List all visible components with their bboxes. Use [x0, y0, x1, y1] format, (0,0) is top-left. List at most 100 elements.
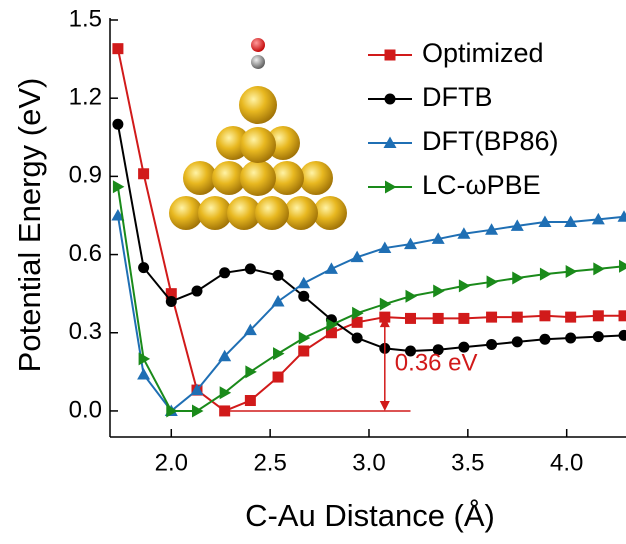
data-point	[298, 331, 311, 345]
data-point	[165, 288, 177, 300]
data-point	[618, 329, 626, 341]
series-line	[116, 48, 625, 413]
data-point	[538, 215, 552, 227]
legend-label: DFT(BP86)	[422, 126, 559, 156]
data-point	[137, 367, 151, 380]
y-tick-label: 1.5	[69, 5, 102, 32]
data-point	[379, 297, 392, 311]
data-point	[191, 404, 204, 418]
data-point	[219, 267, 231, 279]
y-tick-label: 0.6	[69, 240, 102, 267]
x-axis-title: C-Au Distance (Å)	[245, 498, 495, 533]
x-tick-label: 4.0	[550, 449, 583, 476]
data-point	[405, 289, 418, 303]
data-point	[244, 263, 256, 275]
legend-label: Optimized	[422, 38, 544, 68]
data-point	[111, 208, 125, 221]
data-point	[191, 285, 203, 297]
data-point	[405, 312, 417, 324]
y-tick-label: 0.0	[69, 396, 102, 423]
arrow-head	[379, 400, 390, 411]
data-point	[138, 352, 151, 366]
legend-label: DFTB	[422, 82, 493, 112]
data-point	[326, 318, 338, 332]
data-point	[138, 262, 150, 274]
x-tick-label: 2.5	[253, 449, 286, 476]
data-point	[352, 306, 364, 320]
data-point	[298, 345, 310, 357]
data-point	[351, 332, 363, 344]
x-tick-label: 3.0	[352, 449, 385, 476]
data-point	[112, 180, 125, 194]
y-tick-label: 0.3	[69, 318, 102, 345]
data-point	[297, 276, 311, 289]
data-point	[350, 250, 364, 263]
y-tick-label: 1.2	[69, 84, 102, 111]
data-point	[512, 271, 524, 285]
data-point	[539, 310, 551, 322]
data-point	[166, 404, 178, 418]
legend-label: LC-ωPBE	[422, 170, 541, 200]
data-point	[273, 347, 285, 361]
data-point	[219, 386, 232, 400]
data-point	[592, 331, 604, 343]
legend-marker	[384, 93, 396, 105]
data-point	[458, 312, 470, 324]
data-point	[565, 332, 577, 344]
data-point	[486, 275, 499, 289]
data-point	[486, 338, 498, 350]
data-point	[539, 333, 551, 345]
data-point	[458, 279, 471, 293]
legend-marker	[384, 49, 396, 61]
data-point	[165, 295, 177, 307]
data-point	[619, 259, 626, 273]
data-point	[112, 118, 124, 130]
data-point	[218, 349, 232, 362]
data-point	[511, 336, 523, 348]
series-line	[116, 215, 625, 413]
data-point	[272, 371, 284, 383]
data-point	[138, 168, 150, 180]
y-tick-label: 0.9	[69, 162, 102, 189]
data-point	[351, 316, 363, 328]
x-tick-label: 2.0	[155, 449, 188, 476]
data-point	[458, 341, 470, 353]
data-point	[378, 241, 392, 254]
molecule-illustration	[169, 38, 347, 230]
data-point	[564, 215, 578, 227]
data-point	[432, 312, 444, 324]
data-point	[298, 290, 310, 302]
data-point	[244, 395, 256, 407]
annotation-label: 0.36 eV	[395, 349, 478, 376]
data-point	[457, 227, 471, 239]
data-point	[565, 265, 578, 279]
data-point	[591, 212, 605, 225]
data-point	[325, 327, 337, 339]
data-point	[404, 237, 418, 250]
legend-marker	[385, 180, 397, 194]
data-point	[511, 311, 523, 323]
x-tick-label: 3.5	[451, 449, 484, 476]
data-point	[618, 310, 626, 322]
data-point	[272, 269, 284, 281]
data-point	[405, 345, 417, 357]
data-point	[539, 267, 552, 281]
data-point	[510, 219, 524, 231]
data-point	[593, 262, 605, 276]
data-point	[565, 311, 577, 323]
data-point	[486, 311, 498, 323]
data-point	[245, 365, 257, 379]
data-point	[433, 284, 445, 298]
data-point	[324, 262, 338, 274]
data-point	[243, 323, 257, 336]
data-point	[112, 43, 124, 55]
legend-marker	[383, 136, 397, 148]
data-point	[592, 310, 604, 322]
data-point	[485, 223, 499, 235]
data-point	[617, 210, 626, 222]
data-point	[432, 344, 444, 356]
data-point	[431, 232, 445, 244]
y-axis-title: Potential Energy (eV)	[12, 78, 47, 373]
data-point	[271, 294, 285, 307]
